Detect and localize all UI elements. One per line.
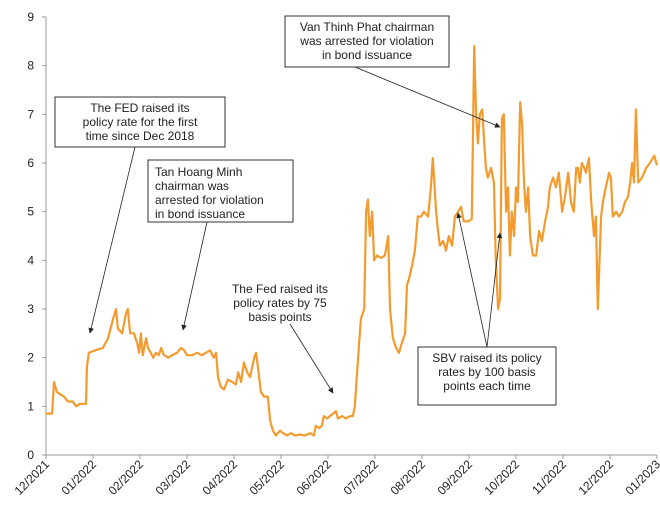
- annotation-box: [417, 346, 557, 406]
- x-tick-label: 12/2021: [12, 457, 53, 498]
- annotation-text: chairman was: [155, 179, 229, 193]
- x-tick-label: 01/2023: [623, 457, 660, 498]
- x-tick-label: 08/2022: [388, 457, 429, 498]
- annotation-box: [54, 96, 226, 148]
- arrow: [456, 212, 488, 348]
- x-tick-label: 02/2022: [106, 457, 147, 498]
- x-tick-label: 01/2022: [59, 457, 100, 498]
- annotation-text: points each time: [443, 379, 531, 393]
- y-tick-label: 6: [27, 156, 34, 170]
- x-tick-label: 09/2022: [435, 457, 476, 498]
- annotation-text: rates by 100 basis: [438, 365, 535, 379]
- y-tick-label: 3: [27, 302, 34, 316]
- x-tick-label: 03/2022: [153, 457, 194, 498]
- y-tick-label: 1: [27, 399, 34, 413]
- arrow: [88, 146, 136, 334]
- arrow: [181, 221, 208, 331]
- x-tick-label: 07/2022: [341, 457, 382, 498]
- x-tick-label: 05/2022: [247, 457, 288, 498]
- y-tick-label: 0: [27, 448, 34, 462]
- y-tick-label: 9: [27, 10, 34, 24]
- y-tick-label: 7: [27, 107, 34, 121]
- annotation-text: arrested for violation: [155, 193, 264, 207]
- annotation-text: in bond issuance: [155, 207, 245, 221]
- arrow: [354, 66, 501, 128]
- annotation-box: [284, 15, 450, 68]
- x-tick-label: 12/2022: [576, 457, 617, 498]
- annotation-text: policy rates by 75: [233, 296, 327, 310]
- annotation-text: The FED raised its: [90, 101, 189, 115]
- arrow: [289, 323, 334, 394]
- annotation-text: The Fed raised its: [232, 282, 328, 296]
- annotation-text: Van Thinh Phat chairman: [300, 20, 434, 34]
- annotation-text: in bond issuance: [322, 48, 412, 62]
- y-tick-label: 8: [27, 59, 34, 73]
- annotation-text: basis points: [248, 310, 311, 324]
- x-tick-label: 04/2022: [200, 457, 241, 498]
- annotation-text: time since Dec 2018: [86, 129, 195, 143]
- annotation-box: [216, 278, 343, 324]
- annotation-text: Tan Hoang Minh: [155, 165, 242, 179]
- arrow: [486, 232, 503, 348]
- y-tick-label: 5: [27, 205, 34, 219]
- annotation-text: was arrested for violation: [299, 34, 433, 48]
- y-tick-label: 4: [27, 253, 34, 267]
- x-tick-label: 10/2022: [482, 457, 523, 498]
- y-tick-label: 2: [27, 351, 34, 365]
- annotation-box: [147, 159, 294, 223]
- annotation-text: policy rate for the first: [83, 115, 198, 129]
- x-tick-label: 06/2022: [294, 457, 335, 498]
- annotation-text: SBV raised its policy: [432, 351, 541, 365]
- data-line: [46, 45, 659, 437]
- x-tick-label: 11/2022: [529, 457, 569, 497]
